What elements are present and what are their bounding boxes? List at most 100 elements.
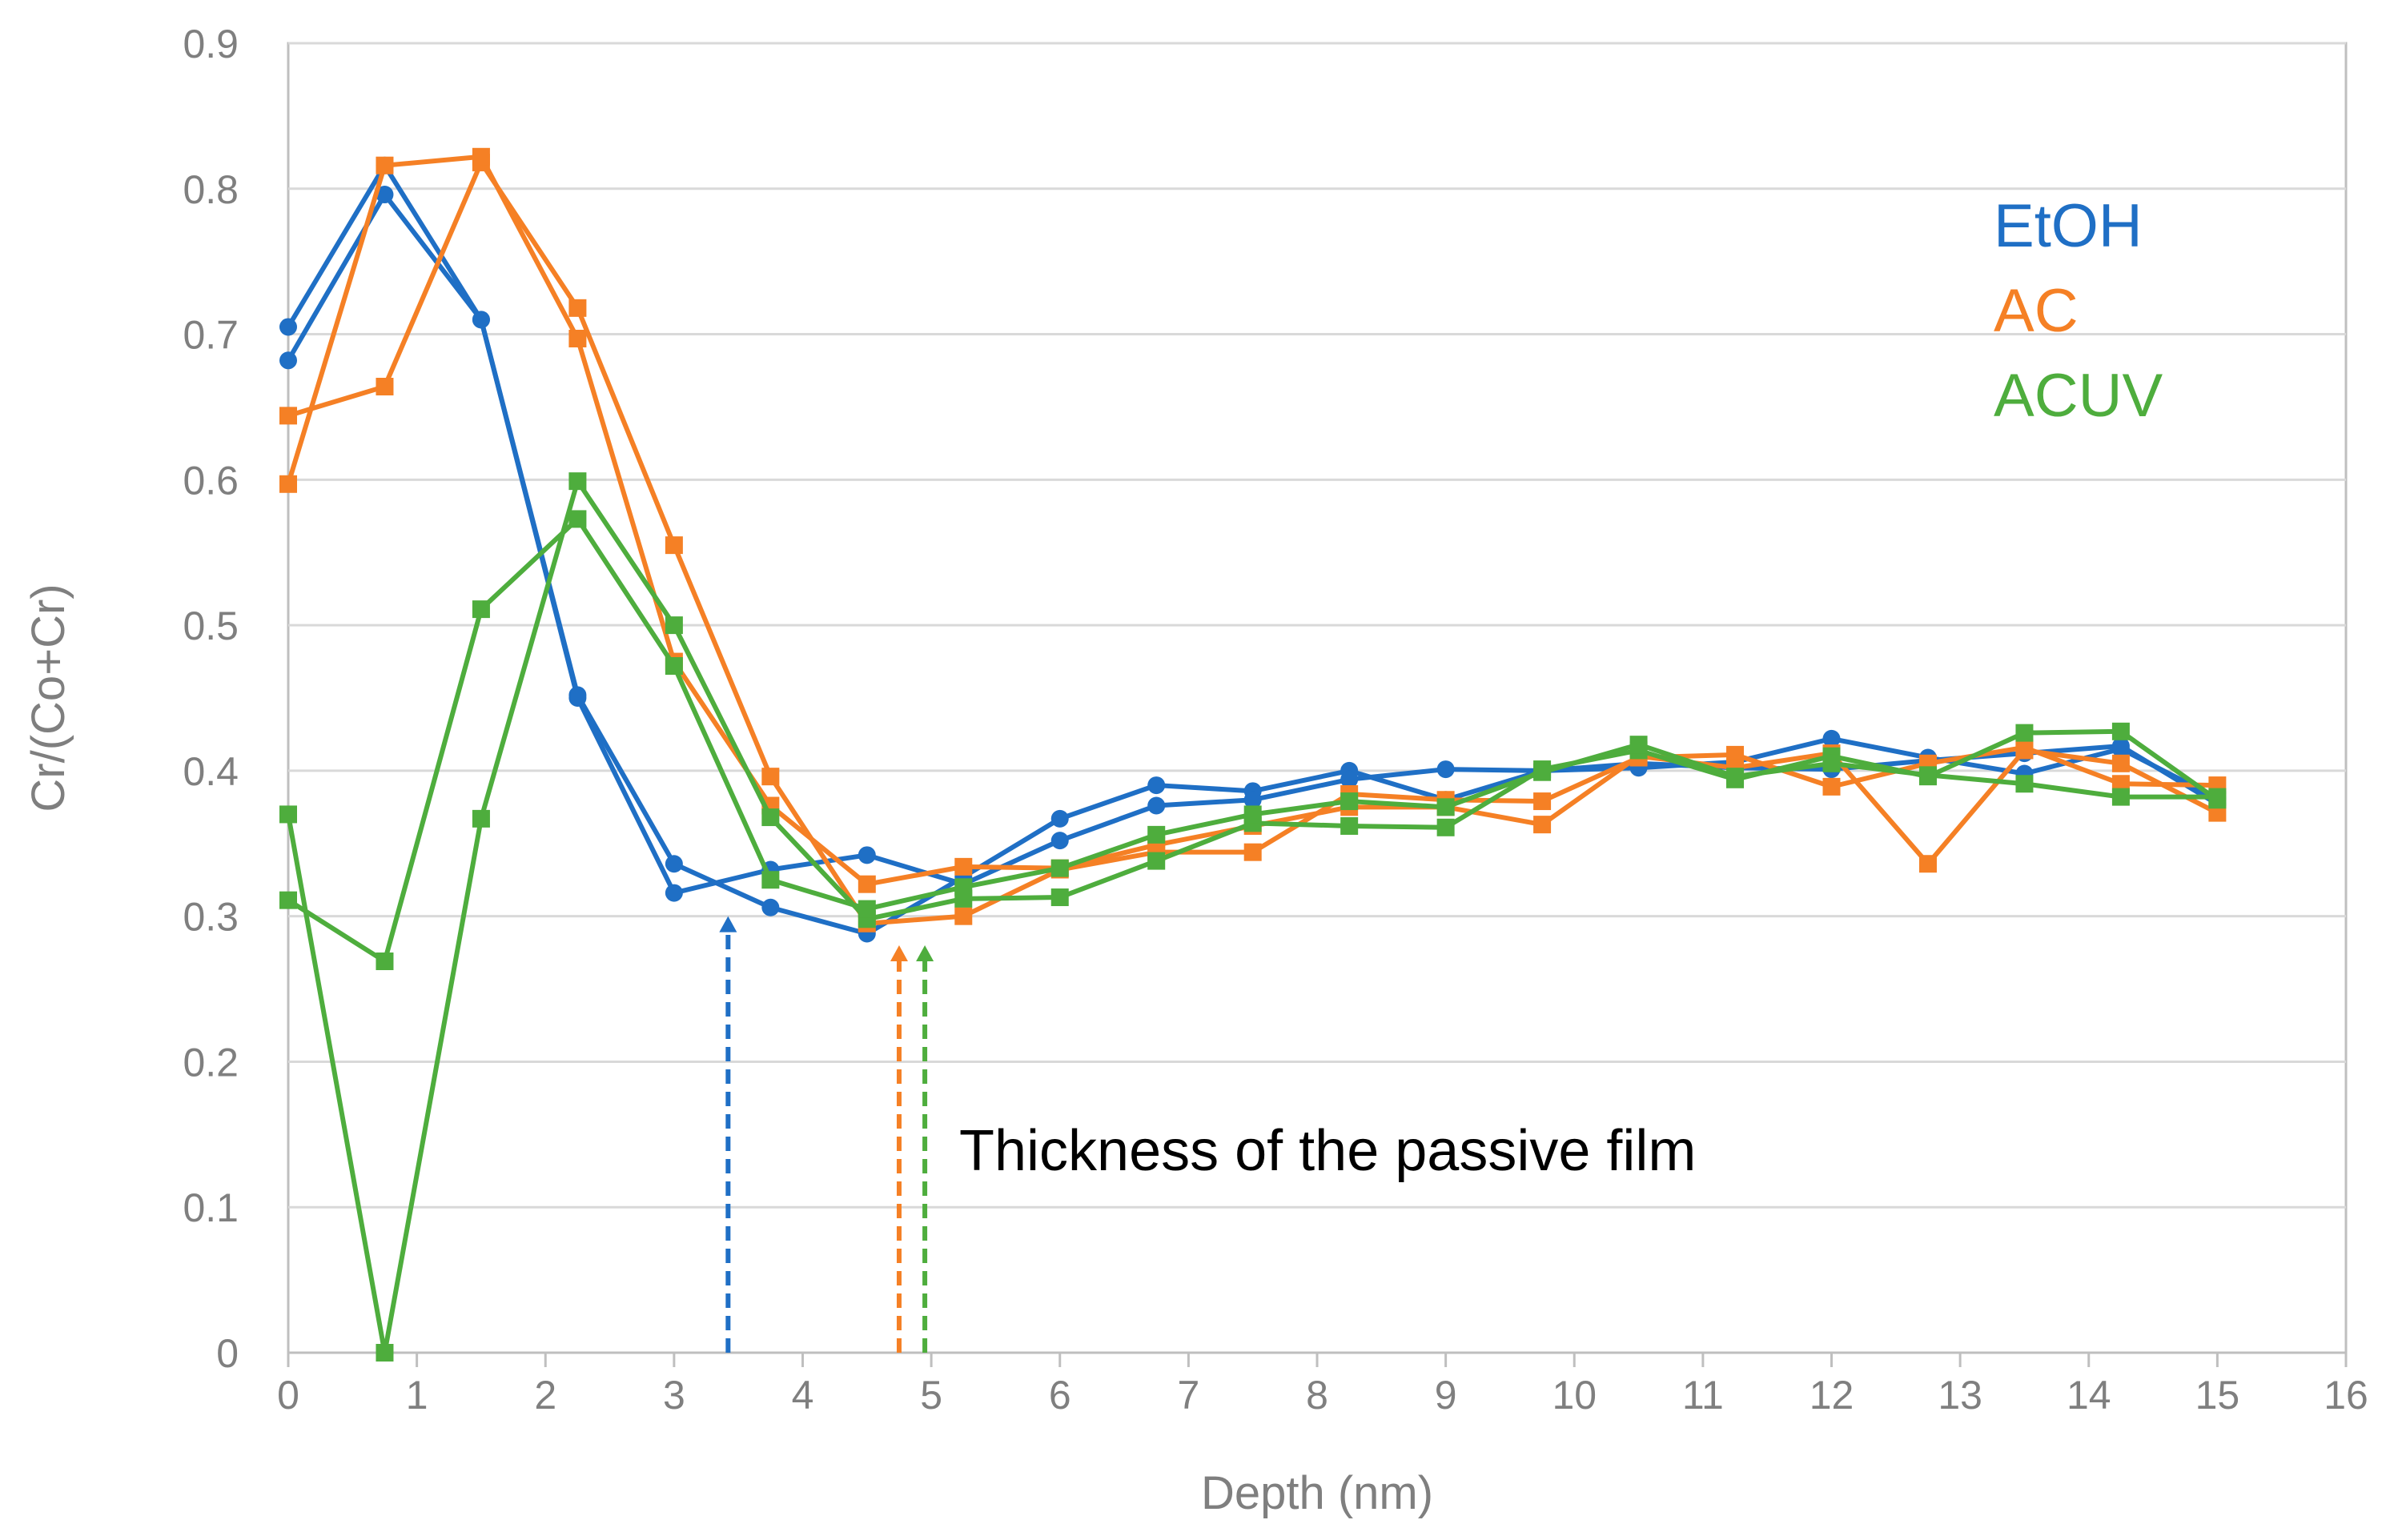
data-point (1243, 843, 1262, 861)
y-tick-label: 0.5 (183, 604, 239, 648)
data-point (1050, 809, 1069, 828)
data-point (665, 657, 683, 676)
data-point (279, 475, 297, 493)
data-point (568, 510, 587, 528)
legend: EtOH AC ACUV (1994, 192, 2163, 430)
data-point (1533, 792, 1552, 811)
data-point (1243, 791, 1262, 809)
data-point (858, 846, 876, 864)
data-point (1340, 770, 1359, 788)
data-point (568, 299, 587, 317)
data-point (1050, 859, 1069, 877)
data-point (472, 147, 490, 166)
data-point (665, 855, 683, 873)
y-tick-label: 0.2 (183, 1040, 239, 1085)
data-point (2111, 736, 2130, 755)
x-tick-label: 4 (792, 1373, 814, 1418)
x-tick-label: 2 (534, 1373, 556, 1418)
y-tick-label: 0.8 (183, 167, 239, 212)
x-tick-label: 10 (1552, 1373, 1597, 1418)
data-point (1147, 852, 1166, 870)
data-point (279, 407, 297, 425)
x-tick-label: 15 (2195, 1373, 2240, 1418)
data-point (1533, 763, 1552, 781)
data-point (2111, 754, 2130, 772)
data-point (568, 330, 587, 348)
y-tick-label: 0.6 (183, 458, 239, 503)
data-point (761, 768, 780, 786)
arrow-head (916, 945, 934, 962)
data-point (665, 616, 683, 635)
data-point (1050, 888, 1069, 907)
marker-ac-film-thickness (890, 945, 908, 1353)
data-point (279, 805, 297, 824)
data-point (376, 1344, 394, 1362)
marker-acuv-film-thickness (916, 945, 934, 1353)
y-tick-label: 0.3 (183, 895, 239, 940)
series-layer (279, 147, 2227, 1362)
data-point (1050, 832, 1069, 850)
x-tick-label: 5 (920, 1373, 942, 1418)
data-point (2208, 788, 2227, 806)
data-point (1726, 768, 1745, 786)
data-point (1340, 792, 1359, 811)
data-point (1822, 754, 1841, 772)
data-point (954, 857, 973, 876)
arrow-head (719, 916, 737, 932)
data-point (376, 952, 394, 971)
data-point (1243, 805, 1262, 824)
annotation-passive-film: Thickness of the passive film (959, 1119, 1696, 1183)
legend-entry-ac: AC (1994, 277, 2079, 345)
x-tick-label: 14 (2067, 1373, 2111, 1418)
data-point (279, 891, 297, 909)
data-point (1147, 796, 1166, 815)
x-tick-label: 13 (1938, 1373, 1982, 1418)
data-point (761, 898, 780, 916)
series-acuv-run-2 (279, 510, 2227, 971)
y-tick-label: 0.4 (183, 749, 239, 794)
x-tick-label: 7 (1177, 1373, 1199, 1418)
arrow-head (890, 945, 908, 962)
data-point (761, 808, 780, 827)
data-point (279, 318, 297, 336)
x-tick-label: 1 (406, 1373, 428, 1418)
data-point (858, 900, 876, 918)
data-point (1918, 855, 1937, 873)
y-tick-label: 0.1 (183, 1185, 239, 1230)
data-point (2111, 722, 2130, 740)
data-point (665, 536, 683, 555)
data-point (2111, 788, 2130, 806)
data-point (1822, 777, 1841, 796)
data-point (568, 689, 587, 707)
gridlines (288, 42, 2346, 1209)
marker-etoh-film-thickness (719, 916, 737, 1353)
y-tick-label: 0.9 (183, 22, 239, 66)
data-point (376, 156, 394, 174)
thickness-markers (719, 916, 934, 1353)
data-point (1533, 816, 1552, 834)
axes: 00.10.20.30.40.50.60.70.80.90 1 2 3 4 5 6 7 8 9 10… (183, 22, 2368, 1418)
data-point (954, 907, 973, 925)
data-point (568, 472, 587, 491)
data-point (472, 809, 490, 828)
data-point (472, 600, 490, 619)
y-axis-title: Cr/(Co+Cr) (22, 584, 74, 812)
data-point (376, 186, 394, 204)
data-point (665, 884, 683, 902)
data-point (2015, 741, 2034, 760)
x-tick-label: 12 (1810, 1373, 1854, 1418)
y-tick-label: 0 (216, 1331, 239, 1376)
data-point (1918, 766, 1937, 784)
x-tick-label: 3 (663, 1373, 685, 1418)
legend-entry-etoh: EtOH (1994, 192, 2143, 260)
data-point (761, 871, 780, 889)
data-point (1436, 798, 1455, 816)
data-point (279, 351, 297, 370)
x-tick-label: 8 (1306, 1373, 1328, 1418)
x-tick-label: 16 (2324, 1373, 2368, 1418)
data-point (1436, 760, 1455, 779)
data-point (1822, 729, 1841, 748)
data-point (954, 878, 973, 896)
x-tick-label: 9 (1435, 1373, 1457, 1418)
